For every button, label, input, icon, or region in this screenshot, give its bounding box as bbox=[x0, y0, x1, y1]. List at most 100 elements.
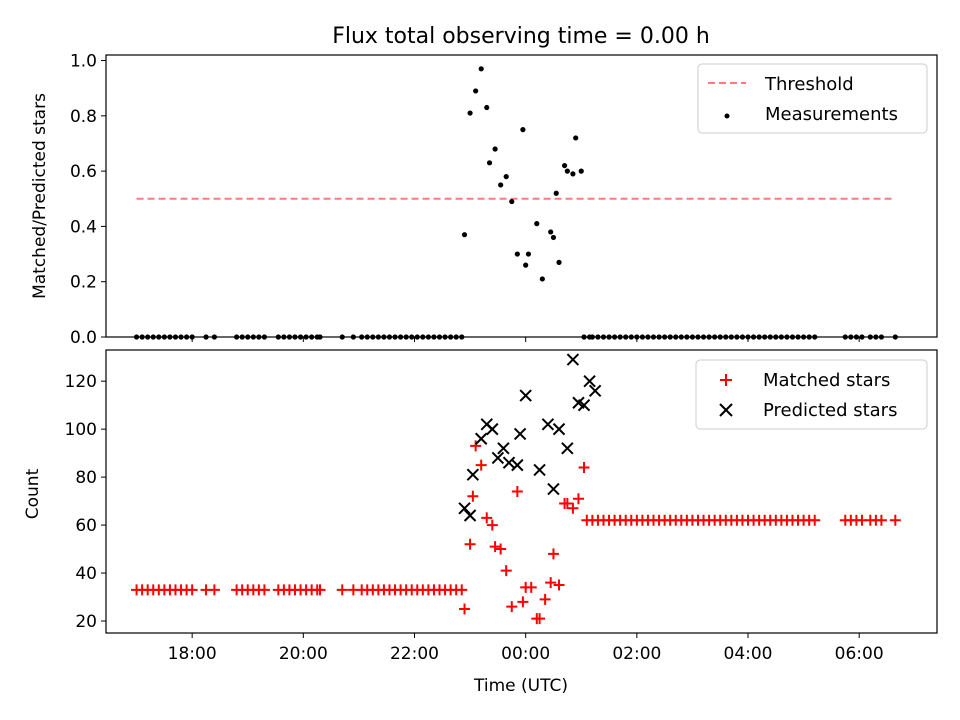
measurement-point bbox=[514, 251, 520, 257]
measurement-point bbox=[523, 262, 529, 268]
measurement-point bbox=[561, 162, 568, 169]
bottom-plot-area: 18:00 20:00 22:00 00:00 02:00 04:00 06:00 20 40 6… bbox=[65, 353, 901, 664]
x-tick-label: 00:00 bbox=[501, 644, 550, 664]
matched-stars-point bbox=[545, 577, 557, 589]
matched-stars-point bbox=[525, 581, 537, 593]
measurement-point bbox=[509, 198, 515, 205]
predicted-stars-point bbox=[491, 451, 505, 465]
bottom-y-tick-label: 20 bbox=[75, 612, 97, 632]
bottom-y-tick-label: 80 bbox=[75, 468, 97, 488]
predicted-stars-point bbox=[588, 384, 602, 397]
matched-stars-point bbox=[578, 462, 590, 474]
top-y-tick-label: 0.0 bbox=[70, 328, 97, 348]
x-tick-label: 20:00 bbox=[279, 644, 328, 664]
predicted-stars-point bbox=[552, 422, 566, 436]
predicted-stars-point bbox=[561, 442, 574, 455]
top-legend: Threshold Measurements bbox=[697, 63, 928, 134]
bottom-y-tick-label: 100 bbox=[65, 420, 97, 440]
matched-stars-point bbox=[506, 601, 518, 613]
matched-stars-point bbox=[336, 584, 348, 596]
legend-threshold-label: Threshold bbox=[764, 74, 854, 95]
matched-stars-point bbox=[889, 514, 901, 526]
measurement-point bbox=[573, 135, 579, 141]
predicted-stars-point bbox=[463, 509, 477, 522]
predicted-stars-point bbox=[458, 502, 471, 515]
matched-stars-point bbox=[561, 497, 573, 509]
predicted-stars-point bbox=[533, 463, 546, 477]
matched-stars-point bbox=[553, 579, 565, 591]
matched-stars-point bbox=[467, 490, 479, 502]
top-y-tick-label: 0.2 bbox=[70, 273, 97, 293]
matched-stars-point bbox=[481, 512, 493, 524]
matched-stars-point bbox=[517, 596, 529, 608]
legend-matched-label: Matched stars bbox=[763, 370, 890, 391]
predicted-stars-point bbox=[486, 422, 499, 436]
predicted-stars-point bbox=[577, 398, 591, 412]
bottom-y-axis-label: Count bbox=[23, 468, 43, 519]
matched-stars-point bbox=[511, 486, 523, 497]
legend-matched-swatch bbox=[720, 374, 732, 386]
bottom-y-tick-label: 40 bbox=[75, 564, 97, 584]
matched-stars-point bbox=[470, 440, 482, 452]
x-tick-label: 06:00 bbox=[835, 644, 884, 664]
legend-predicted-swatch bbox=[719, 403, 733, 417]
bottom-legend-box bbox=[695, 359, 928, 430]
matched-stars-point bbox=[459, 603, 471, 615]
measurement-point bbox=[503, 174, 509, 180]
measurement-point bbox=[570, 171, 576, 177]
bottom-legend: Matched stars Predicted stars bbox=[695, 359, 928, 430]
measurement-point bbox=[484, 104, 490, 111]
top-plot-frame bbox=[105, 54, 938, 338]
predicted-stars-point bbox=[513, 427, 527, 441]
matched-stars-point bbox=[186, 584, 198, 596]
measurement-point bbox=[534, 221, 540, 227]
x-tick-label: 18:00 bbox=[168, 644, 217, 664]
measurement-point bbox=[486, 160, 493, 166]
x-tick-label: 22:00 bbox=[390, 644, 439, 664]
measurement-point bbox=[492, 146, 498, 152]
matched-stars-point bbox=[486, 519, 498, 531]
predicted-stars-point bbox=[519, 389, 532, 402]
matched-stars-point bbox=[464, 538, 476, 550]
measurement-point bbox=[548, 229, 554, 235]
top-legend-box bbox=[697, 63, 928, 134]
top-y-tick-label: 0.4 bbox=[70, 217, 97, 237]
measurement-point bbox=[553, 190, 559, 196]
measurement-point bbox=[461, 232, 468, 238]
predicted-stars-point bbox=[547, 482, 560, 496]
top-plot-area: 0.0 0.2 0.4 0.6 0.8 1.0 bbox=[70, 52, 898, 348]
predicted-stars-point bbox=[583, 374, 596, 388]
x-axis-label: Time (UTC) bbox=[473, 676, 568, 696]
matched-stars-point bbox=[567, 502, 579, 514]
top-y-tick-label: 0.6 bbox=[70, 162, 97, 182]
measurement-point bbox=[564, 168, 570, 174]
measurement-point bbox=[550, 234, 557, 241]
bottom-y-tick-label: 120 bbox=[65, 372, 97, 392]
legend-predicted-label: Predicted stars bbox=[763, 400, 897, 421]
measurement-point bbox=[478, 66, 484, 72]
measurement-point bbox=[520, 127, 526, 133]
matched-stars-point bbox=[456, 584, 468, 596]
predicted-stars-point bbox=[497, 442, 510, 455]
x-tick-label: 02:00 bbox=[612, 644, 661, 664]
top-y-tick-label: 0.8 bbox=[70, 107, 97, 127]
legend-measurements-label: Measurements bbox=[765, 104, 898, 125]
matched-stars-point bbox=[314, 584, 326, 596]
predicted-stars-point bbox=[511, 458, 524, 472]
matched-stars-point bbox=[258, 584, 270, 596]
matched-stars-point bbox=[547, 548, 559, 560]
top-y-axis-label: Matched/Predicted stars bbox=[30, 93, 50, 299]
legend-measurements-swatch bbox=[724, 113, 730, 119]
measurement-point bbox=[525, 251, 532, 257]
matched-stars-point bbox=[539, 593, 551, 605]
matched-stars-point bbox=[809, 514, 821, 526]
x-tick-label: 04:00 bbox=[724, 644, 773, 664]
matched-stars-point bbox=[495, 543, 507, 555]
measurement-point bbox=[556, 259, 562, 265]
matched-stars-point bbox=[572, 493, 584, 505]
measurement-point bbox=[467, 110, 473, 116]
matched-stars-point bbox=[208, 584, 220, 596]
measurement-point bbox=[498, 182, 504, 188]
measurement-point bbox=[473, 88, 479, 94]
